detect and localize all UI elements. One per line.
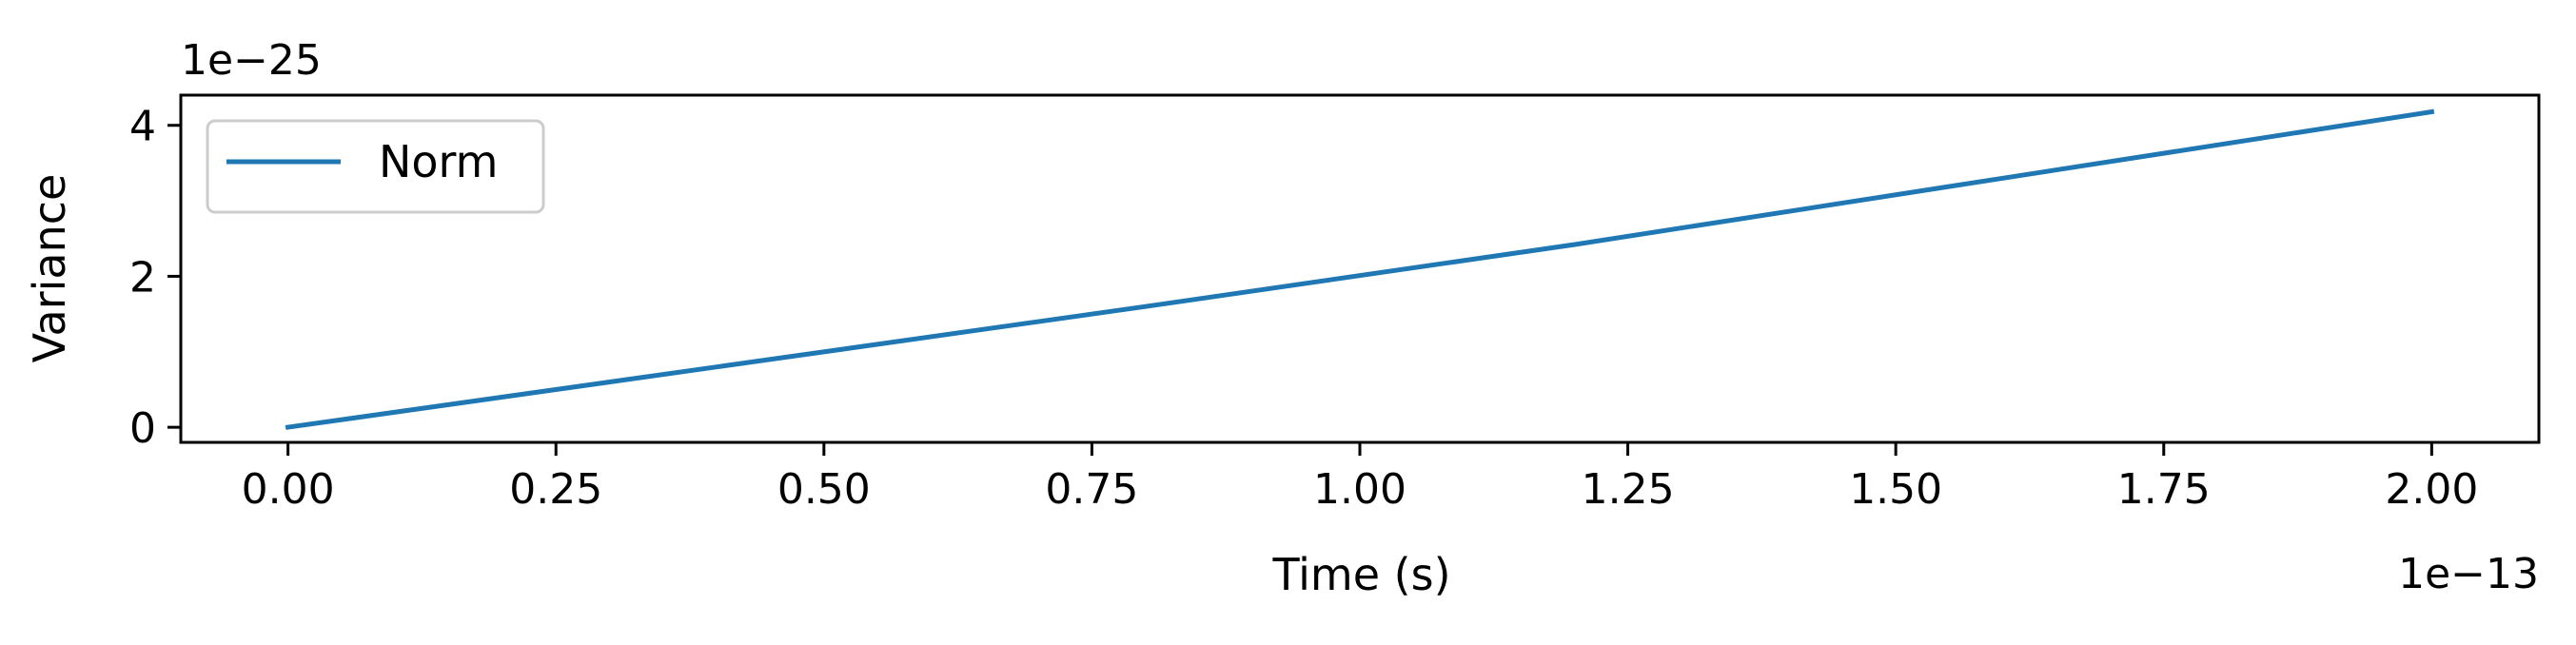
- x-offset-label: 1e−13: [2398, 550, 2539, 598]
- y-tick-label: 4: [129, 103, 156, 151]
- legend-box: [206, 119, 545, 214]
- x-tick-label: 2.00: [2385, 465, 2478, 514]
- legend-label-norm: Norm: [379, 136, 498, 187]
- y-offset-label: 1e−25: [181, 36, 322, 85]
- x-tick-label: 1.00: [1313, 465, 1406, 514]
- x-tick-label: 0.25: [509, 465, 602, 514]
- axes-layer: 0.00 0.25 0.50 0.75 1.00 1.25 1.50 1.75 2.00 0 2 4: [129, 93, 2541, 514]
- x-tick-label: 0.75: [1045, 465, 1138, 514]
- y-tick-label: 2: [129, 253, 156, 302]
- x-tick-label: 1.75: [2117, 465, 2211, 514]
- x-tick-label: 0.50: [777, 465, 871, 514]
- series-layer: [285, 108, 2435, 430]
- y-tick-label: 0: [129, 404, 156, 453]
- y-axis-label: Variance: [24, 174, 75, 363]
- x-tick-label: 1.25: [1582, 465, 1675, 514]
- x-axis-label: Time (s): [1271, 549, 1450, 600]
- series-line-norm: [285, 108, 2435, 430]
- x-tick-label: 1.50: [1849, 465, 1942, 514]
- x-tick-label: 0.00: [242, 465, 335, 514]
- legend: Norm: [206, 119, 545, 214]
